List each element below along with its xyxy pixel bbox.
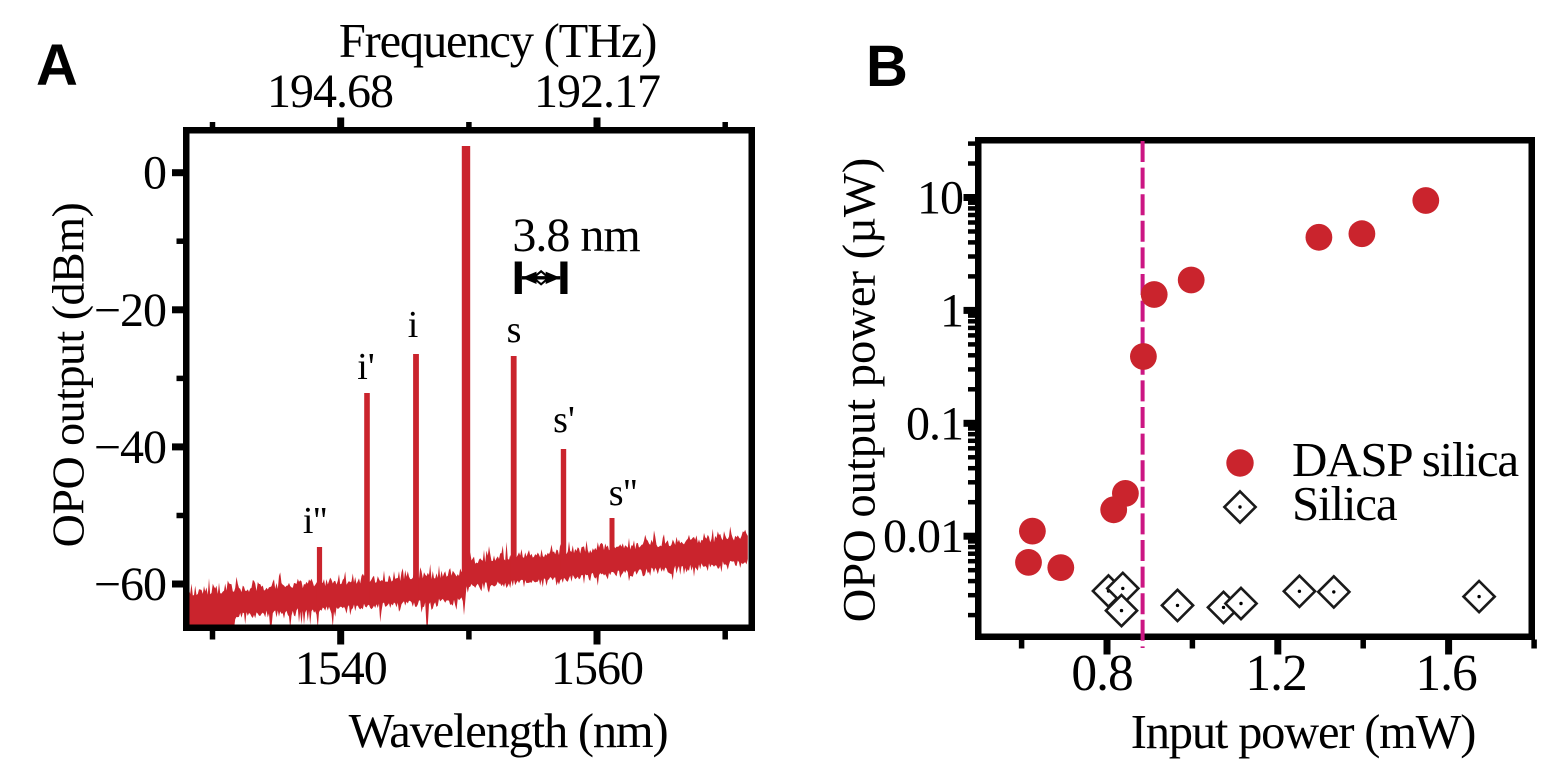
svg-text:0.8: 0.8: [1071, 645, 1132, 702]
svg-text:Wavelength (nm): Wavelength (nm): [349, 705, 668, 758]
svg-text:0: 0: [143, 147, 166, 200]
svg-text:B: B: [866, 34, 908, 99]
svg-text:A: A: [36, 33, 78, 98]
svg-text:1.6: 1.6: [1415, 645, 1477, 702]
svg-text:i'': i'': [303, 500, 327, 542]
svg-text:1.2: 1.2: [1245, 645, 1306, 702]
svg-text:i': i': [357, 346, 374, 388]
svg-text:OPO output power (µW): OPO output power (µW): [835, 158, 886, 623]
svg-text:192.17: 192.17: [534, 65, 660, 118]
svg-text:10: 10: [917, 172, 963, 225]
svg-text:s': s': [553, 399, 575, 441]
svg-text:−40: −40: [94, 421, 166, 474]
svg-text:OPO output (dBm): OPO output (dBm): [43, 203, 94, 548]
svg-text:i: i: [408, 304, 419, 346]
svg-text:3.8 nm: 3.8 nm: [512, 209, 640, 262]
svg-text:s: s: [507, 309, 522, 351]
svg-text:1560: 1560: [551, 642, 643, 695]
svg-text:−60: −60: [94, 558, 166, 611]
svg-text:Input power (mW): Input power (mW): [1131, 706, 1475, 759]
svg-text:−20: −20: [94, 284, 166, 337]
svg-text:Frequency (THz): Frequency (THz): [339, 15, 656, 68]
svg-text:0.1: 0.1: [906, 397, 963, 450]
svg-text:0.01: 0.01: [883, 510, 963, 563]
svg-text:s'': s'': [609, 472, 637, 514]
svg-text:DASP silica: DASP silica: [1292, 432, 1519, 487]
svg-text:Silica: Silica: [1292, 476, 1398, 531]
svg-text:1540: 1540: [295, 642, 387, 695]
svg-text:194.68: 194.68: [267, 65, 393, 118]
svg-text:1: 1: [940, 284, 963, 337]
